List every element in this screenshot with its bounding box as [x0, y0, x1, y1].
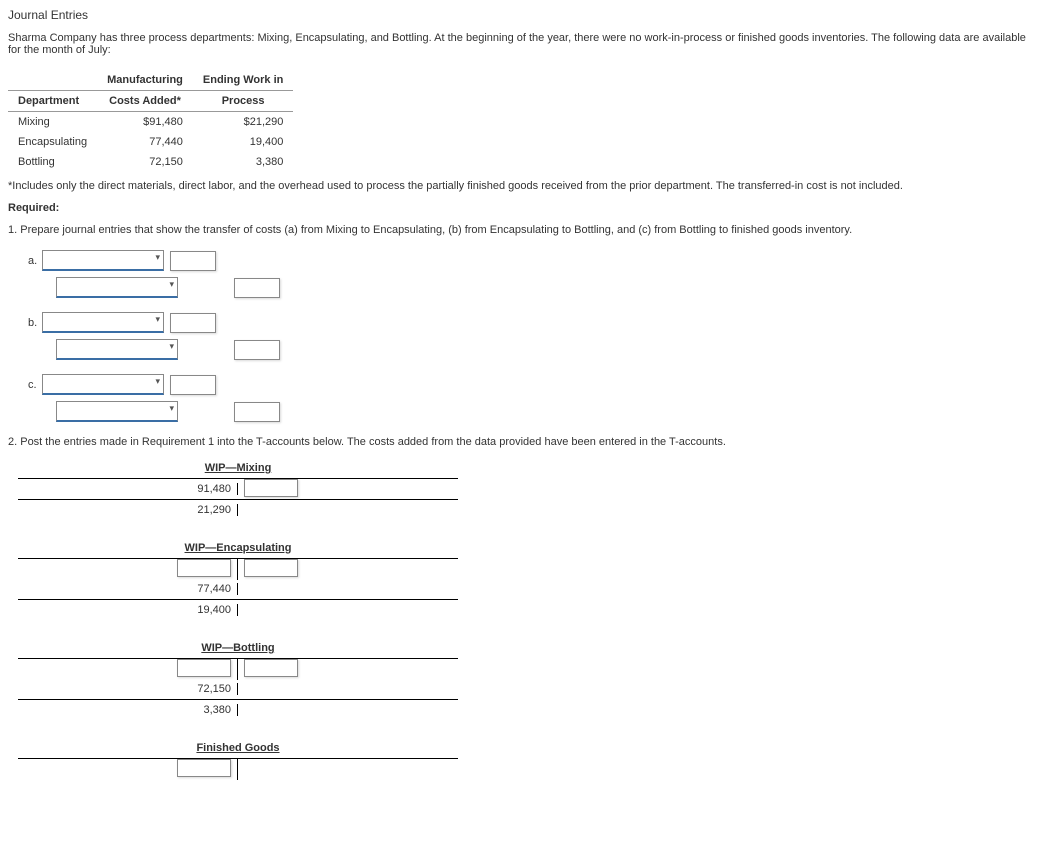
taccount-wip-mixing: WIP—Mixing 91,480 21,290	[18, 462, 458, 520]
cell-mfg: 72,150	[97, 152, 193, 172]
entry-c: c.	[28, 374, 1032, 422]
taccount-wip-bottling: WIP—Bottling 72,150 3,380	[18, 642, 458, 720]
table-row: Bottling 72,150 3,380	[8, 152, 293, 172]
cell-mfg: 77,440	[97, 132, 193, 152]
question-2: 2. Post the entries made in Requirement …	[8, 436, 1032, 448]
cell-dept: Mixing	[8, 112, 97, 133]
tacct-input-bottling-credit[interactable]	[244, 659, 298, 677]
cell-mfg: $91,480	[97, 112, 193, 133]
data-table: Manufacturing Ending Work in Department …	[8, 70, 293, 172]
journal-entries: a. b. c.	[28, 250, 1032, 422]
taccount-title: Finished Goods	[18, 742, 458, 754]
tacct-input-finished-debit[interactable]	[177, 759, 231, 777]
amount-input-a-credit[interactable]	[234, 278, 280, 298]
tacct-input-encap-credit[interactable]	[244, 559, 298, 577]
table-row: Encapsulating 77,440 19,400	[8, 132, 293, 152]
entry-label-a: a.	[28, 255, 42, 267]
entry-label-c: c.	[28, 379, 42, 391]
tacct-left-value: 72,150	[18, 683, 238, 695]
taccount-title: WIP—Bottling	[18, 642, 458, 654]
question-1: 1. Prepare journal entries that show the…	[8, 224, 1032, 236]
tacct-left-value: 21,290	[18, 504, 238, 516]
account-select-a-debit[interactable]	[42, 250, 164, 271]
account-select-b-debit[interactable]	[42, 312, 164, 333]
cell-wip: $21,290	[193, 112, 293, 133]
problem-description: Sharma Company has three process departm…	[8, 32, 1032, 56]
amount-input-b-credit[interactable]	[234, 340, 280, 360]
col-dept-header: Department	[8, 91, 97, 112]
amount-input-b-debit[interactable]	[170, 313, 216, 333]
taccount-finished-goods: Finished Goods	[18, 742, 458, 779]
col-mfg-header2: Costs Added*	[97, 91, 193, 112]
entry-label-b: b.	[28, 317, 42, 329]
taccount-wip-encapsulating: WIP—Encapsulating 77,440 19,400	[18, 542, 458, 620]
taccount-title: WIP—Mixing	[18, 462, 458, 474]
cell-wip: 19,400	[193, 132, 293, 152]
col-wip-header2: Process	[193, 91, 293, 112]
taccount-title: WIP—Encapsulating	[18, 542, 458, 554]
footnote: *Includes only the direct materials, dir…	[8, 180, 1032, 192]
required-label: Required:	[8, 202, 1032, 214]
amount-input-a-debit[interactable]	[170, 251, 216, 271]
tacct-left-value: 19,400	[18, 604, 238, 616]
tacct-left-value: 3,380	[18, 704, 238, 716]
cell-dept: Encapsulating	[8, 132, 97, 152]
cell-wip: 3,380	[193, 152, 293, 172]
col-wip-header1: Ending Work in	[193, 70, 293, 91]
account-select-c-credit[interactable]	[56, 401, 178, 422]
tacct-left-value: 77,440	[18, 583, 238, 595]
cell-dept: Bottling	[8, 152, 97, 172]
tacct-input-bottling-debit[interactable]	[177, 659, 231, 677]
table-row: Mixing $91,480 $21,290	[8, 112, 293, 133]
account-select-c-debit[interactable]	[42, 374, 164, 395]
tacct-left-value: 91,480	[18, 483, 238, 495]
page-title: Journal Entries	[8, 8, 1032, 22]
amount-input-c-debit[interactable]	[170, 375, 216, 395]
account-select-b-credit[interactable]	[56, 339, 178, 360]
tacct-input-mixing-credit[interactable]	[244, 479, 298, 497]
tacct-input-encap-debit[interactable]	[177, 559, 231, 577]
account-select-a-credit[interactable]	[56, 277, 178, 298]
col-mfg-header1: Manufacturing	[97, 70, 193, 91]
entry-a: a.	[28, 250, 1032, 298]
entry-b: b.	[28, 312, 1032, 360]
amount-input-c-credit[interactable]	[234, 402, 280, 422]
